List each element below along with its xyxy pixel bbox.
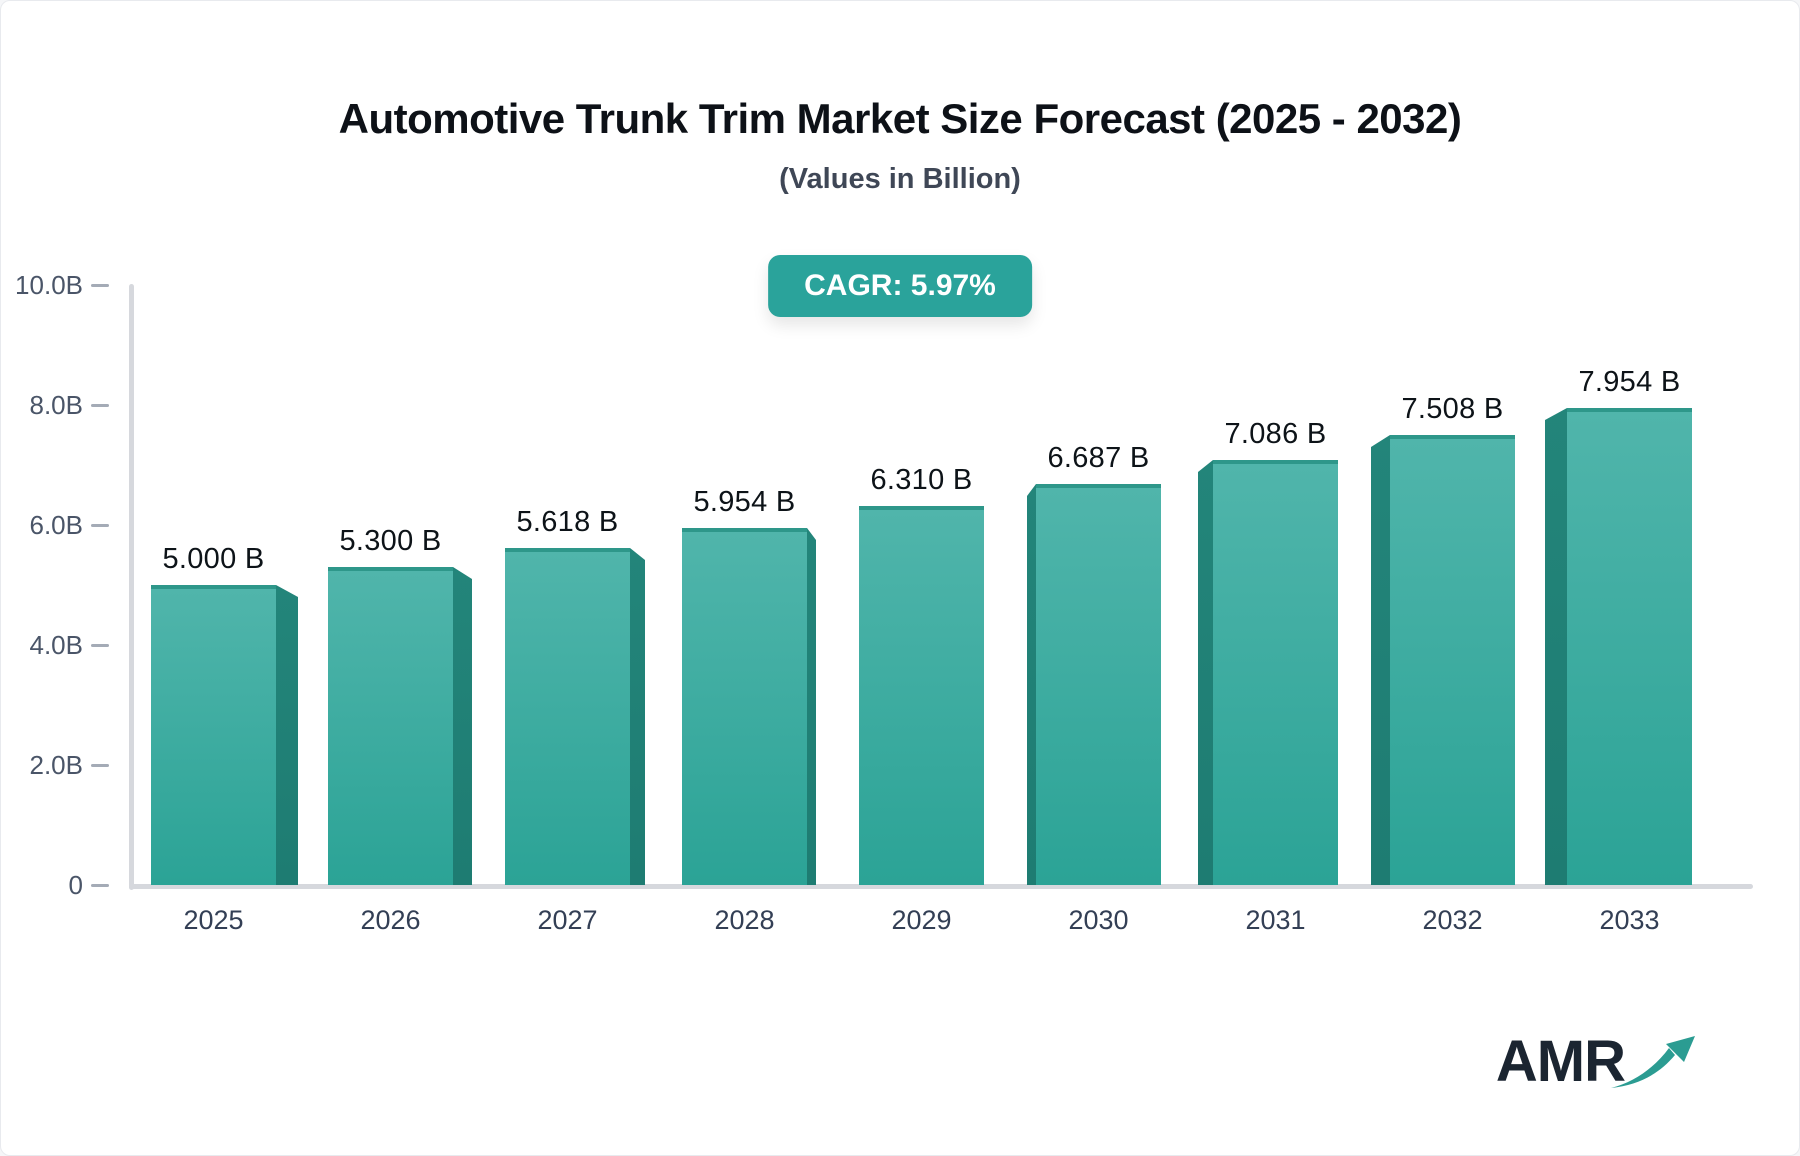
bar-2025[interactable] bbox=[151, 585, 276, 885]
x-axis-line bbox=[129, 884, 1753, 889]
y-axis-tick-label: 4.0B bbox=[29, 630, 84, 660]
bar-value-label-2026: 5.300 B bbox=[339, 525, 442, 557]
y-axis-line bbox=[129, 284, 134, 890]
bar-value-label-2029: 6.310 B bbox=[870, 464, 973, 496]
x-axis-label-2031: 2031 bbox=[1245, 905, 1306, 935]
bar-3d-side-2028 bbox=[807, 528, 816, 885]
bar-3d-side-2025 bbox=[276, 585, 298, 885]
chart-title: Automotive Trunk Trim Market Size Foreca… bbox=[338, 95, 1462, 142]
bar-value-label-2032: 7.508 B bbox=[1401, 393, 1504, 425]
x-axis-label-2030: 2030 bbox=[1068, 905, 1129, 935]
y-axis-tick-mark bbox=[91, 524, 109, 527]
x-axis-label-2026: 2026 bbox=[360, 905, 421, 935]
x-axis-label-2027: 2027 bbox=[537, 905, 598, 935]
amr-logo: AMR bbox=[1496, 1033, 1701, 1091]
bar-value-label-2025: 5.000 B bbox=[162, 543, 265, 575]
y-axis-tick-label: 6.0B bbox=[29, 510, 84, 540]
bar-2032[interactable] bbox=[1390, 435, 1515, 885]
bar-value-label-2028: 5.954 B bbox=[693, 486, 796, 518]
chart-subtitle: (Values in Billion) bbox=[779, 163, 1021, 195]
bar-2027[interactable] bbox=[505, 548, 630, 885]
y-axis-tick-mark bbox=[91, 884, 109, 887]
bar-2028[interactable] bbox=[682, 528, 807, 885]
y-axis-tick-label: 8.0B bbox=[29, 390, 84, 420]
bar-3d-side-2033 bbox=[1545, 408, 1567, 885]
bar-3d-side-2031 bbox=[1198, 460, 1213, 885]
bar-3d-side-2027 bbox=[630, 548, 645, 885]
bar-value-label-2030: 6.687 B bbox=[1047, 442, 1150, 474]
bar-3d-side-2026 bbox=[453, 567, 472, 885]
cagr-badge: CAGR: 5.97% bbox=[768, 255, 1032, 317]
amr-logo-text: AMR bbox=[1495, 1029, 1626, 1094]
y-axis-tick-mark bbox=[91, 404, 109, 407]
y-axis-tick-label: 10.0B bbox=[15, 270, 83, 300]
y-axis-tick-mark bbox=[91, 764, 109, 767]
y-axis-tick-mark bbox=[91, 644, 109, 647]
bar-value-label-2033: 7.954 B bbox=[1578, 366, 1681, 398]
bar-value-label-2027: 5.618 B bbox=[516, 506, 619, 538]
bar-value-label-2031: 7.086 B bbox=[1224, 418, 1327, 450]
x-axis-label-2029: 2029 bbox=[891, 905, 952, 935]
growth-arrow-icon bbox=[1611, 1036, 1695, 1088]
y-axis-tick-label: 0 bbox=[68, 870, 83, 900]
bar-2029[interactable] bbox=[859, 506, 984, 885]
bar-2031[interactable] bbox=[1213, 460, 1338, 885]
x-axis-label-2028: 2028 bbox=[714, 905, 775, 935]
bar-3d-side-2032 bbox=[1371, 435, 1390, 885]
x-axis-label-2033: 2033 bbox=[1599, 905, 1660, 935]
bar-2030[interactable] bbox=[1036, 484, 1161, 885]
x-axis-label-2025: 2025 bbox=[183, 905, 244, 935]
bar-3d-side-2030 bbox=[1027, 484, 1036, 885]
bar-2026[interactable] bbox=[328, 567, 453, 885]
x-axis-label-2032: 2032 bbox=[1422, 905, 1483, 935]
y-axis-tick-label: 2.0B bbox=[29, 750, 84, 780]
bar-2033[interactable] bbox=[1567, 408, 1692, 885]
y-axis-tick-mark bbox=[91, 284, 109, 287]
